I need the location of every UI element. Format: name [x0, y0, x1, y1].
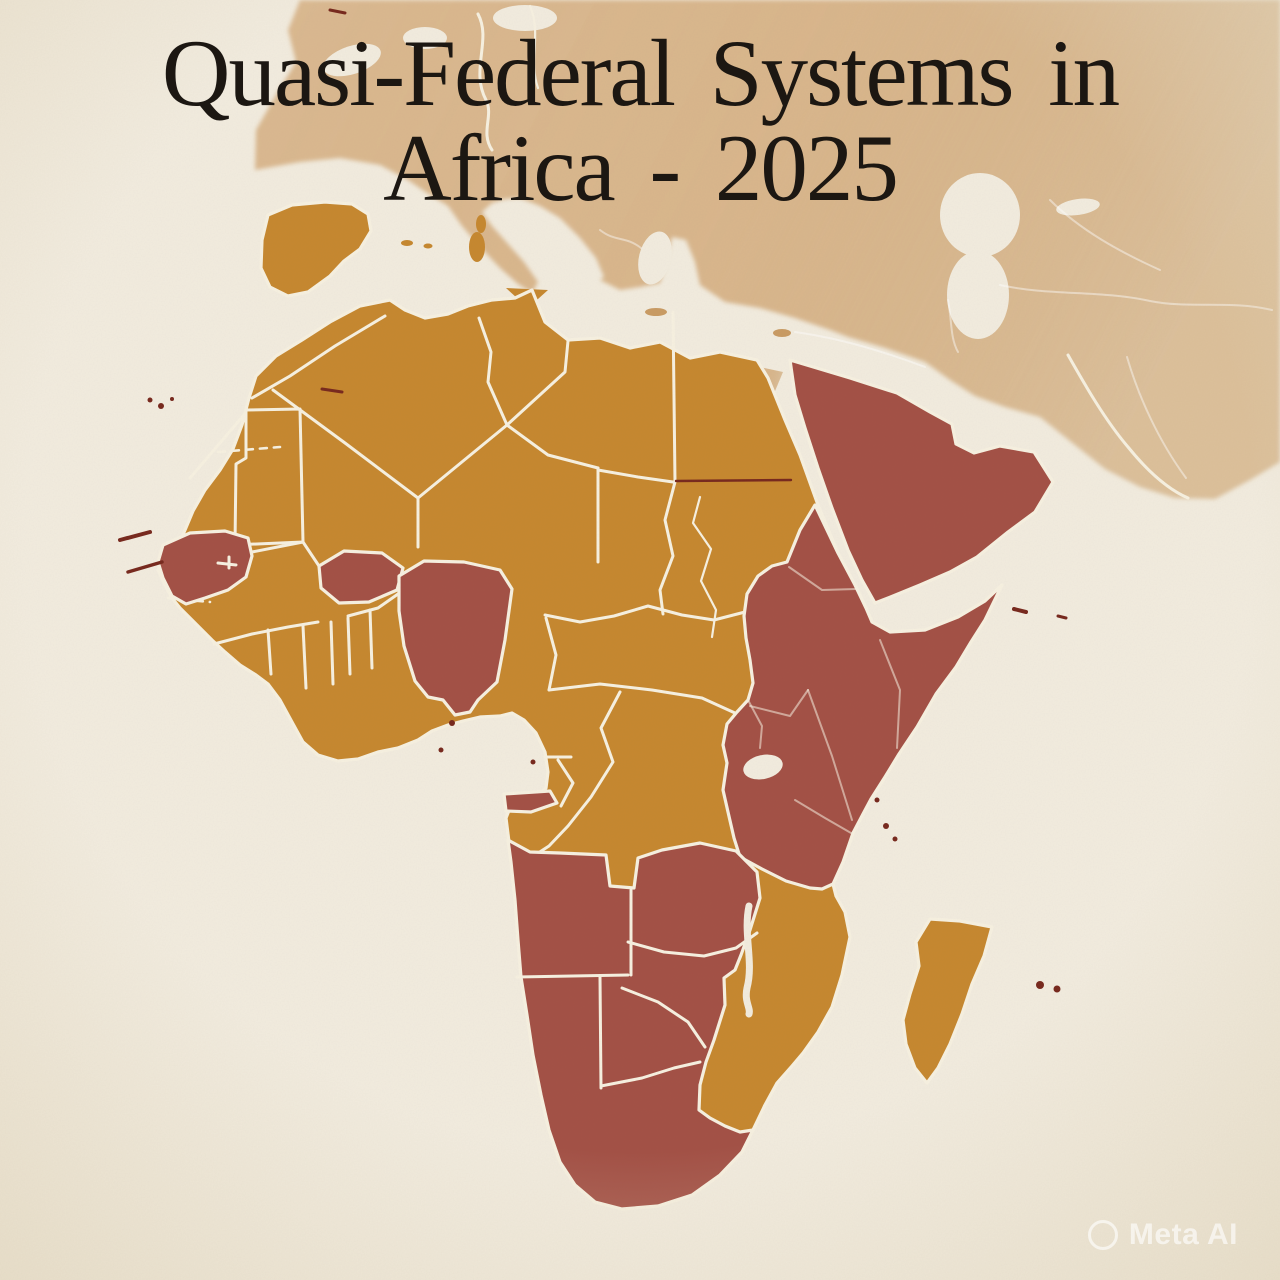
title-line-2: Africa - 2025 — [383, 115, 899, 221]
meta-ai-watermark: Meta AI — [1087, 1218, 1238, 1252]
title-line-1: Quasi-Federal Systems in — [161, 20, 1120, 126]
watermark-label: Meta AI — [1128, 1218, 1238, 1251]
meta-ai-ring-icon — [1087, 1220, 1118, 1250]
page-title: Quasi-Federal Systems in Africa - 2025 — [0, 26, 1280, 216]
